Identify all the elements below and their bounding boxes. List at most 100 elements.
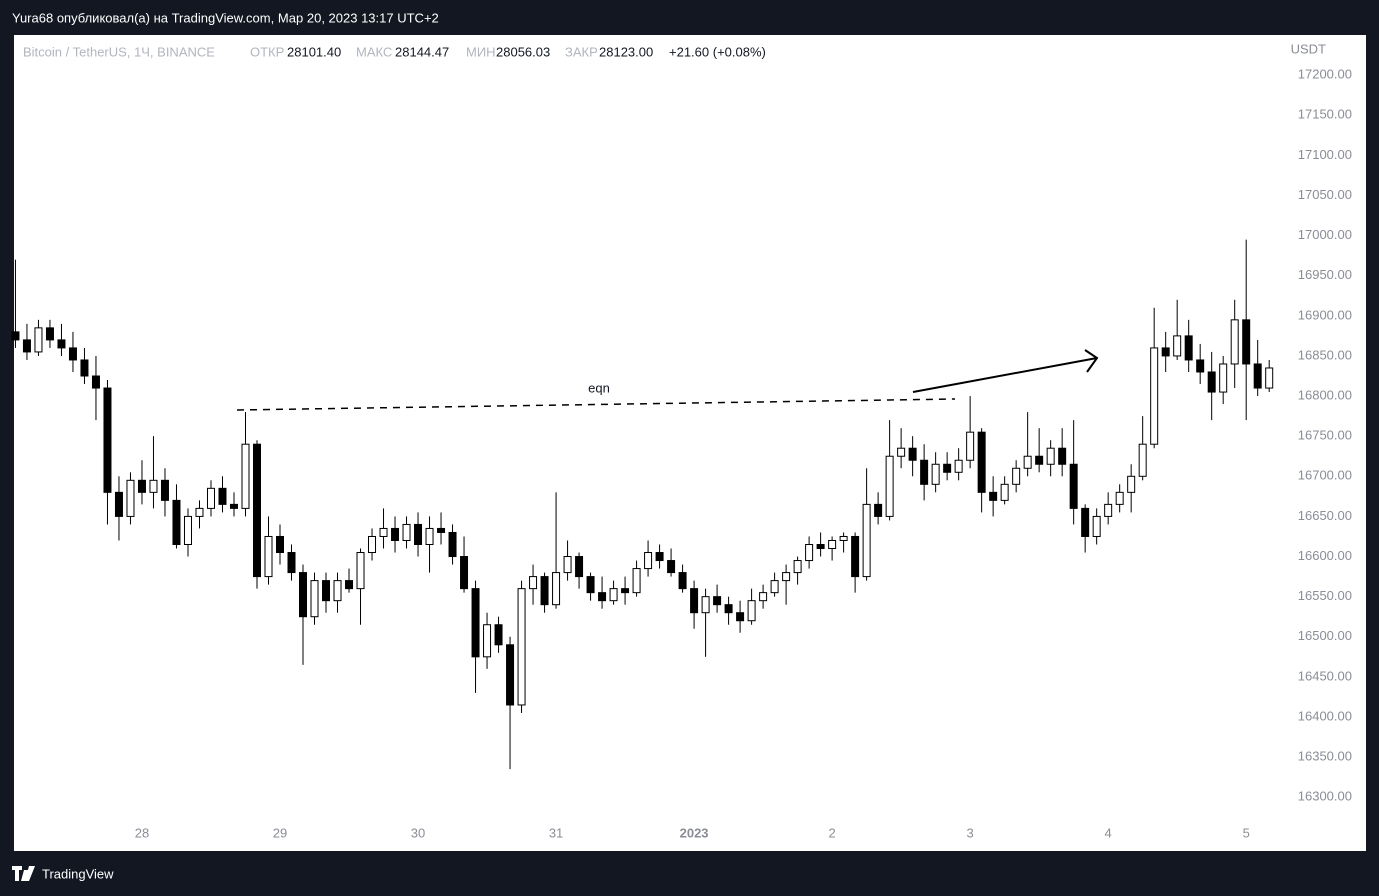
candle-body bbox=[954, 459, 963, 473]
candle-body bbox=[862, 503, 871, 578]
y-tick-label: 16850.00 bbox=[1298, 347, 1352, 362]
candle-body bbox=[563, 556, 572, 574]
candle-body bbox=[149, 479, 158, 493]
candle-body bbox=[1173, 335, 1182, 357]
candle-body bbox=[747, 600, 756, 622]
candle-body bbox=[540, 576, 549, 606]
y-tick-label: 16900.00 bbox=[1298, 307, 1352, 322]
candle-body bbox=[1219, 363, 1228, 393]
candle-body bbox=[1000, 483, 1009, 501]
candle-body bbox=[908, 447, 917, 461]
candle-body bbox=[885, 455, 894, 517]
candle-body bbox=[34, 327, 43, 353]
legend-change: +21.60 (+0.08%) bbox=[669, 44, 766, 59]
candle-body bbox=[287, 552, 296, 574]
y-tick-label: 16450.00 bbox=[1298, 668, 1352, 683]
candle-body bbox=[701, 596, 710, 614]
candle-body bbox=[517, 588, 526, 706]
candle-body bbox=[667, 560, 676, 574]
candle-body bbox=[1150, 347, 1159, 445]
candle-body bbox=[1081, 507, 1090, 537]
candle-body bbox=[1253, 363, 1262, 389]
candle-body bbox=[414, 523, 423, 545]
candle-body bbox=[793, 560, 802, 574]
candle-body bbox=[299, 572, 308, 618]
candle-body bbox=[828, 539, 837, 550]
candle-body bbox=[1230, 319, 1239, 365]
legend-label: ОТКР bbox=[250, 44, 284, 59]
candle-body bbox=[782, 572, 791, 582]
y-tick-label: 16800.00 bbox=[1298, 387, 1352, 402]
candle-body bbox=[126, 479, 135, 517]
candle-body bbox=[966, 431, 975, 461]
x-tick-label: 2023 bbox=[680, 825, 709, 840]
candle-body bbox=[379, 527, 388, 537]
candle-body bbox=[103, 387, 112, 493]
candle-body bbox=[1242, 319, 1251, 365]
y-tick-label: 16700.00 bbox=[1298, 468, 1352, 483]
x-tick-label: 30 bbox=[411, 825, 425, 840]
candle-body bbox=[529, 576, 538, 590]
y-tick-label: 16550.00 bbox=[1298, 588, 1352, 603]
candle-body bbox=[391, 527, 400, 541]
candle-body bbox=[943, 463, 952, 473]
y-tick-label: 16350.00 bbox=[1298, 749, 1352, 764]
candle-body bbox=[1012, 467, 1021, 485]
candle-body bbox=[644, 552, 653, 570]
candle-body bbox=[448, 531, 457, 558]
candle-body bbox=[1058, 447, 1067, 465]
candle-body bbox=[1104, 503, 1113, 517]
candle-body bbox=[471, 588, 480, 658]
candle-body bbox=[690, 588, 699, 614]
y-tick-label: 16750.00 bbox=[1298, 428, 1352, 443]
legend-value: 28144.47 bbox=[395, 44, 449, 59]
y-tick-label: 17200.00 bbox=[1298, 67, 1352, 82]
legend-value: 28056.03 bbox=[496, 44, 550, 59]
candle-body bbox=[839, 535, 848, 541]
y-tick-label: 16600.00 bbox=[1298, 548, 1352, 563]
legend-label: МИН bbox=[466, 44, 496, 59]
x-tick-label: 4 bbox=[1105, 825, 1112, 840]
candle-body bbox=[368, 535, 377, 554]
candle-body bbox=[333, 580, 342, 602]
candle-body bbox=[977, 431, 986, 493]
candle-body bbox=[724, 604, 733, 614]
candle-body bbox=[45, 327, 54, 341]
candle-body bbox=[1092, 515, 1101, 537]
candle-body bbox=[68, 347, 77, 361]
candle-body bbox=[80, 359, 89, 377]
candle-body bbox=[655, 552, 664, 562]
candle-body bbox=[183, 515, 192, 545]
symbol: Bitcoin / TetherUS, 1Ч, BINANCE bbox=[23, 44, 215, 59]
candle-body bbox=[322, 580, 331, 602]
candle-body bbox=[575, 556, 584, 578]
candle-body bbox=[276, 535, 285, 554]
candle-body bbox=[678, 572, 687, 590]
x-tick-label: 2 bbox=[828, 825, 835, 840]
candle-body bbox=[897, 447, 906, 457]
x-tick-label: 5 bbox=[1243, 825, 1250, 840]
y-unit: USDT bbox=[1291, 41, 1326, 56]
brand: TradingView bbox=[42, 866, 114, 881]
candle-body bbox=[494, 624, 503, 646]
candle-body bbox=[586, 576, 595, 594]
y-tick-label: 16300.00 bbox=[1298, 789, 1352, 804]
candle-body bbox=[552, 572, 561, 606]
candle-body bbox=[356, 552, 365, 590]
candle-body bbox=[713, 596, 722, 606]
candle-body bbox=[57, 339, 66, 349]
header: Yura68 опубликовал(а) на TradingView.com… bbox=[12, 10, 439, 25]
legend-label: ЗАКР bbox=[565, 44, 598, 59]
candle-body bbox=[1046, 447, 1055, 465]
y-tick-label: 17150.00 bbox=[1298, 107, 1352, 122]
y-tick-label: 16950.00 bbox=[1298, 267, 1352, 282]
logo bbox=[12, 866, 35, 881]
candle-body bbox=[1069, 463, 1078, 509]
candle-body bbox=[598, 592, 607, 602]
candle-body bbox=[206, 487, 215, 509]
candle-body bbox=[989, 491, 998, 501]
candle-body bbox=[1265, 367, 1274, 389]
candle-body bbox=[114, 491, 123, 517]
plot: 16300.00 16350.00 16400.00 16450.00 16500.00… bbox=[11, 67, 1352, 840]
candle-body bbox=[22, 339, 31, 353]
